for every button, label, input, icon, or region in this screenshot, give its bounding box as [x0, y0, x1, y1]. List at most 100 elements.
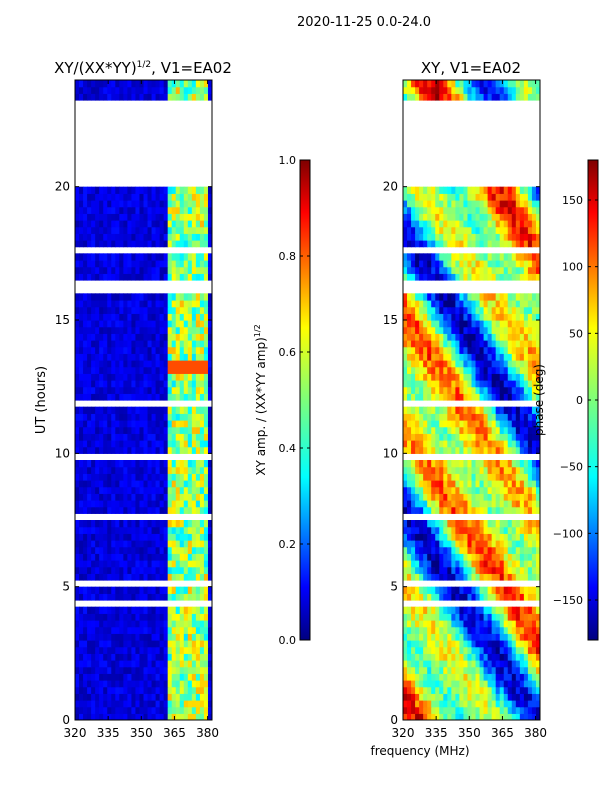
- heatmap-cell: [159, 413, 165, 421]
- heatmap-cell: [91, 646, 96, 654]
- heatmap-cell: [507, 573, 513, 581]
- heatmap-cell: [163, 446, 169, 454]
- heatmap-cell: [127, 373, 133, 381]
- heatmap-cell: [179, 360, 185, 368]
- heatmap-cell: [479, 506, 485, 514]
- heatmap-cell: [515, 693, 521, 701]
- heatmap-cell: [443, 213, 448, 221]
- heatmap-cell: [463, 320, 469, 328]
- heatmap-cell: [451, 206, 456, 214]
- heatmap-cell: [407, 700, 412, 708]
- heatmap-cell: [143, 613, 149, 621]
- heatmap-cell: [79, 486, 84, 494]
- heatmap-cell: [455, 700, 461, 708]
- heatmap-cell: [467, 673, 473, 681]
- heatmap-cell: [115, 80, 120, 88]
- heatmap-cell: [131, 360, 137, 368]
- heatmap-cell: [487, 406, 493, 414]
- heatmap-cell: [127, 420, 133, 428]
- heatmap-cell: [127, 713, 133, 720]
- heatmap-cell: [155, 626, 161, 634]
- heatmap-cell: [79, 493, 84, 501]
- heatmap-cell: [459, 226, 465, 234]
- heatmap-cell: [463, 506, 469, 514]
- heatmap-cell: [111, 460, 116, 468]
- heatmap-cell: [443, 480, 448, 488]
- heatmap-cell: [191, 220, 197, 228]
- heatmap-cell: [95, 313, 100, 321]
- heatmap-cell: [155, 673, 161, 681]
- heatmap-cell: [435, 420, 440, 428]
- heatmap-cell: [431, 306, 436, 314]
- heatmap-cell: [495, 340, 501, 348]
- heatmap-cell: [91, 560, 96, 568]
- heatmap-cell: [455, 266, 461, 274]
- heatmap-cell: [515, 273, 521, 281]
- heatmap-cell: [491, 226, 497, 234]
- heatmap-cell: [491, 213, 497, 221]
- heatmap-cell: [95, 666, 100, 674]
- heatmap-cell: [111, 686, 116, 694]
- heatmap-cell: [159, 700, 165, 708]
- heatmap-cell: [431, 273, 436, 281]
- heatmap-cell: [423, 653, 428, 661]
- heatmap-cell: [403, 586, 408, 594]
- heatmap-cell: [459, 633, 465, 641]
- heatmap-cell: [187, 346, 193, 354]
- heatmap-cell: [187, 586, 193, 594]
- heatmap-cell: [195, 540, 201, 548]
- heatmap-cell: [147, 93, 153, 101]
- heatmap-cell: [183, 306, 189, 314]
- heatmap-cell: [115, 333, 120, 341]
- heatmap-cell: [143, 500, 149, 508]
- heatmap-cell: [163, 360, 169, 368]
- heatmap-cell: [95, 440, 100, 448]
- heatmap-cell: [79, 340, 84, 348]
- heatmap-cell: [139, 240, 145, 248]
- heatmap-cell: [115, 186, 120, 194]
- heatmap-cell: [435, 620, 440, 628]
- heatmap-cell: [479, 326, 485, 334]
- heatmap-cell: [519, 206, 525, 214]
- heatmap-cell: [459, 660, 465, 668]
- heatmap-cell: [467, 466, 473, 474]
- heatmap-cell: [139, 646, 145, 654]
- heatmap-cell: [103, 693, 108, 701]
- heatmap-cell: [419, 460, 424, 468]
- heatmap-cell: [407, 266, 412, 274]
- heatmap-cell: [99, 220, 104, 228]
- heatmap-cell: [455, 426, 461, 434]
- heatmap-cell: [147, 460, 153, 468]
- heatmap-cell: [103, 500, 108, 508]
- heatmap-cell: [535, 306, 540, 314]
- heatmap-cell: [159, 226, 165, 234]
- heatmap-cell: [483, 633, 489, 641]
- heatmap-cell: [179, 93, 185, 101]
- heatmap-cell: [447, 320, 452, 328]
- heatmap-cell: [431, 613, 436, 621]
- heatmap-cell: [83, 386, 88, 394]
- heatmap-cell: [83, 226, 88, 234]
- heatmap-cell: [155, 446, 161, 454]
- heatmap-cell: [115, 266, 120, 274]
- heatmap-cell: [515, 260, 521, 268]
- heatmap-cell: [171, 353, 177, 361]
- heatmap-cell: [439, 486, 444, 494]
- heatmap-cell: [191, 533, 197, 541]
- heatmap-cell: [499, 646, 505, 654]
- heatmap-cell: [411, 373, 416, 381]
- heatmap-cell: [127, 566, 133, 574]
- heatmap-cell: [455, 686, 461, 694]
- heatmap-cell: [475, 666, 481, 674]
- heatmap-cell: [531, 206, 537, 214]
- heatmap-cell: [79, 700, 84, 708]
- heatmap-cell: [151, 666, 157, 674]
- heatmap-cell: [479, 700, 485, 708]
- heatmap-cell: [79, 226, 84, 234]
- heatmap-cell: [495, 373, 501, 381]
- heatmap-cell: [103, 353, 108, 361]
- heatmap-cell: [127, 240, 133, 248]
- heatmap-cell: [115, 526, 120, 534]
- heatmap-cell: [207, 640, 212, 648]
- heatmap-cell: [179, 333, 185, 341]
